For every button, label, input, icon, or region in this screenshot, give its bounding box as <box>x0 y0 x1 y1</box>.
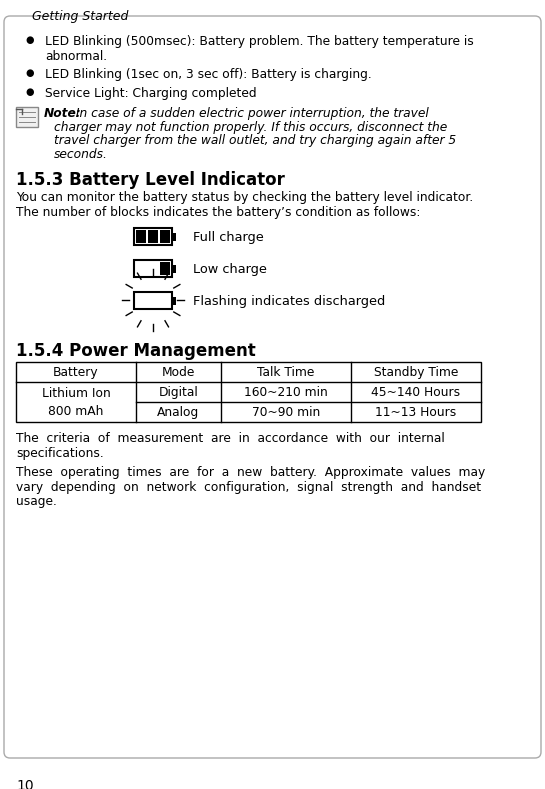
Bar <box>134 292 172 309</box>
Text: Full charge: Full charge <box>193 230 264 244</box>
Text: Note:: Note: <box>44 107 82 120</box>
Text: Talk Time: Talk Time <box>257 365 314 379</box>
Text: 1.5.3 Battery Level Indicator: 1.5.3 Battery Level Indicator <box>16 171 285 189</box>
Text: LED Blinking (1sec on, 3 sec off): Battery is charging.: LED Blinking (1sec on, 3 sec off): Batte… <box>45 68 372 81</box>
Bar <box>16 107 38 127</box>
Text: ●: ● <box>25 87 33 96</box>
Text: Flashing indicates discharged: Flashing indicates discharged <box>193 294 385 308</box>
Text: 70~90 min: 70~90 min <box>252 406 320 418</box>
Text: vary  depending  on  network  configuration,  signal  strength  and  handset: vary depending on network configuration,… <box>16 481 481 493</box>
Bar <box>134 260 172 277</box>
Text: 10: 10 <box>16 779 34 789</box>
Bar <box>136 230 146 243</box>
Bar <box>160 262 170 275</box>
Text: Standby Time: Standby Time <box>374 365 458 379</box>
Text: The number of blocks indicates the battery’s condition as follows:: The number of blocks indicates the batte… <box>16 205 420 219</box>
Text: Low charge: Low charge <box>193 263 267 275</box>
FancyBboxPatch shape <box>4 16 541 758</box>
Text: usage.: usage. <box>16 495 57 508</box>
Text: specifications.: specifications. <box>16 447 104 459</box>
Text: ●: ● <box>25 35 33 45</box>
Text: Getting Started: Getting Started <box>32 10 129 23</box>
Bar <box>134 228 172 245</box>
Text: Service Light: Charging completed: Service Light: Charging completed <box>45 87 257 99</box>
Text: Digital: Digital <box>159 386 198 398</box>
Text: The  criteria  of  measurement  are  in  accordance  with  our  internal: The criteria of measurement are in accor… <box>16 432 445 445</box>
Text: charger may not function properly. If this occurs, disconnect the: charger may not function properly. If th… <box>54 121 447 133</box>
Text: Mode: Mode <box>162 365 195 379</box>
Text: Battery: Battery <box>53 365 99 379</box>
Text: You can monitor the battery status by checking the battery level indicator.: You can monitor the battery status by ch… <box>16 191 473 204</box>
Text: LED Blinking (500msec): Battery problem. The battery temperature is: LED Blinking (500msec): Battery problem.… <box>45 35 474 48</box>
Text: In case of a sudden electric power interruption, the travel: In case of a sudden electric power inter… <box>72 107 429 120</box>
Text: These  operating  times  are  for  a  new  battery.  Approximate  values  may: These operating times are for a new batt… <box>16 466 485 479</box>
Text: 11~13 Hours: 11~13 Hours <box>376 406 457 418</box>
Text: Lithium Ion
800 mAh: Lithium Ion 800 mAh <box>41 387 111 417</box>
Bar <box>160 230 170 243</box>
Text: 1.5.4 Power Management: 1.5.4 Power Management <box>16 342 256 360</box>
Bar <box>172 233 176 241</box>
Text: Analog: Analog <box>158 406 199 418</box>
Bar <box>16 362 481 422</box>
Text: seconds.: seconds. <box>54 148 108 160</box>
Bar <box>148 230 158 243</box>
Bar <box>172 297 176 305</box>
Text: 160~210 min: 160~210 min <box>244 386 328 398</box>
Text: ●: ● <box>25 68 33 78</box>
Text: 45~140 Hours: 45~140 Hours <box>372 386 461 398</box>
Text: abnormal.: abnormal. <box>45 50 107 62</box>
Text: travel charger from the wall outlet, and try charging again after 5: travel charger from the wall outlet, and… <box>54 134 456 147</box>
Bar <box>172 265 176 273</box>
